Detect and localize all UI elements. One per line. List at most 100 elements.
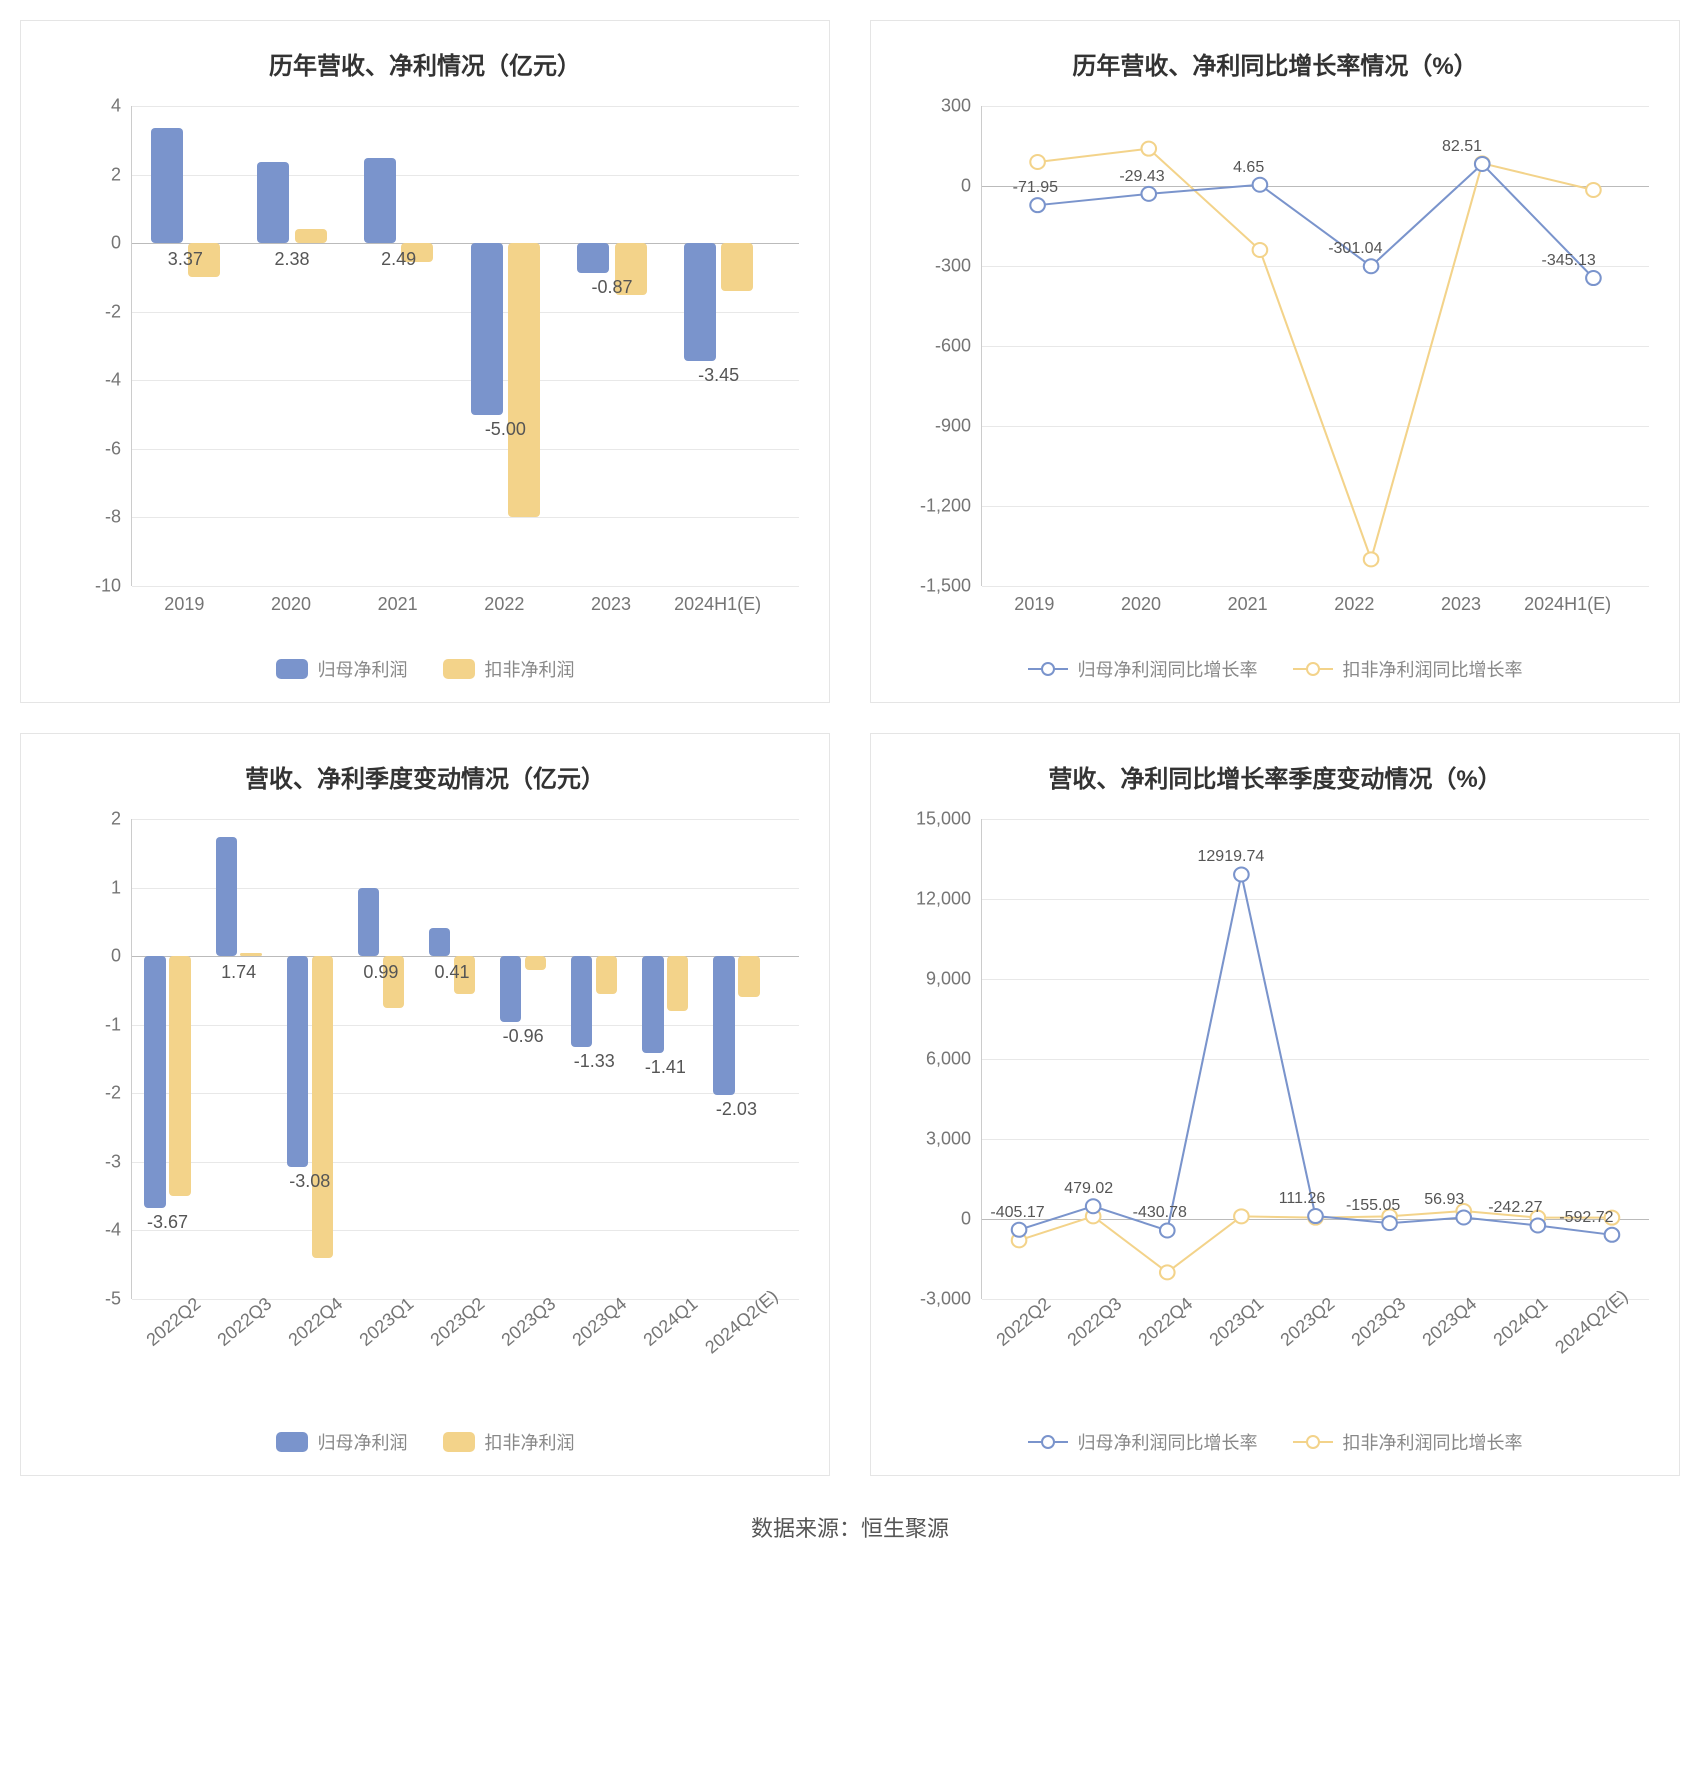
y-tick: 12,000 — [916, 889, 971, 910]
x-tick: 2020 — [271, 594, 311, 615]
y-tick: 0 — [111, 233, 121, 254]
legend-label: 扣非净利润 — [485, 1429, 575, 1455]
point-label: -242.27 — [1488, 1199, 1542, 1217]
gridline — [132, 449, 799, 450]
y-tick: -1 — [105, 1014, 121, 1035]
x-tick: 2022Q2 — [992, 1293, 1055, 1350]
bar — [287, 956, 308, 1167]
point-label: 479.02 — [1064, 1180, 1113, 1198]
x-tick: 2024Q1 — [640, 1293, 703, 1350]
bar — [295, 229, 327, 243]
legend-circle-icon — [1041, 662, 1055, 676]
y-tick: -3 — [105, 1151, 121, 1172]
bar — [312, 956, 333, 1258]
y-tick: -300 — [935, 256, 971, 277]
legend-label: 归母净利润 — [318, 656, 408, 682]
chart-title: 历年营收、净利情况（亿元） — [51, 46, 799, 81]
legend-line-icon — [1293, 668, 1333, 670]
gridline — [132, 1025, 799, 1026]
x-tick: 2021 — [1228, 594, 1268, 615]
y-tick: 300 — [941, 96, 971, 117]
x-tick: 2023 — [591, 594, 631, 615]
bar — [525, 956, 546, 970]
point-label: -301.04 — [1328, 240, 1382, 258]
y-tick: 9,000 — [926, 969, 971, 990]
chart-panel-4: 营收、净利同比增长率季度变动情况（%） 15,00012,0009,0006,0… — [870, 733, 1680, 1476]
legend-swatch — [276, 659, 308, 679]
bar — [500, 956, 521, 1022]
bar-label: 3.37 — [168, 249, 203, 270]
bar — [713, 956, 734, 1095]
legend: 归母净利润同比增长率扣非净利润同比增长率 — [901, 651, 1649, 682]
y-tick: 0 — [961, 1209, 971, 1230]
y-tick: -2 — [105, 1083, 121, 1104]
x-tick: 2023Q1 — [1205, 1293, 1268, 1350]
y-tick: 2 — [111, 164, 121, 185]
legend-line-icon — [1293, 1441, 1333, 1443]
point-label: 56.93 — [1424, 1191, 1464, 1209]
legend-label: 扣非净利润同比增长率 — [1343, 1429, 1523, 1455]
bar-label: 0.99 — [363, 962, 398, 983]
bar-label: 1.74 — [221, 962, 256, 983]
legend-circle-icon — [1306, 1435, 1320, 1449]
y-tick: -3,000 — [920, 1289, 971, 1310]
gridline — [132, 175, 799, 176]
bar-label: -5.00 — [485, 419, 526, 440]
legend-circle-icon — [1041, 1435, 1055, 1449]
bar-label: -0.96 — [503, 1026, 544, 1047]
bar — [471, 243, 503, 414]
bar — [364, 158, 396, 243]
plot-area: 15,00012,0009,0006,0003,0000-3,000 -405.… — [901, 819, 1649, 1299]
y-axis: 210-1-2-3-4-5 — [51, 819, 131, 1299]
legend-label: 归母净利润 — [318, 1429, 408, 1455]
point-label: -155.05 — [1346, 1197, 1400, 1215]
legend-item: 扣非净利润同比增长率 — [1293, 1429, 1523, 1455]
legend: 归母净利润 扣非净利润 — [51, 651, 799, 682]
bar — [667, 956, 688, 1011]
bar — [429, 928, 450, 956]
x-tick: 2023Q3 — [498, 1293, 561, 1350]
x-tick: 2022 — [484, 594, 524, 615]
y-axis: 3000-300-600-900-1,200-1,500 — [901, 106, 981, 586]
x-tick: 2023Q3 — [1348, 1293, 1411, 1350]
legend-label: 归母净利润同比增长率 — [1078, 1429, 1258, 1455]
y-tick: -900 — [935, 416, 971, 437]
chart-panel-1: 历年营收、净利情况（亿元） 420-2-4-6-8-10 3.372.382.4… — [20, 20, 830, 703]
legend-line-icon — [1028, 668, 1068, 670]
y-tick: -4 — [105, 370, 121, 391]
legend-item: 扣非净利润 — [443, 656, 575, 682]
gridline — [132, 1093, 799, 1094]
legend-line-icon — [1028, 1441, 1068, 1443]
legend-swatch — [443, 659, 475, 679]
plot-area: 3000-300-600-900-1,200-1,500 -71.95-29.4… — [901, 106, 1649, 586]
point-label: -430.78 — [1133, 1204, 1187, 1222]
bar — [684, 243, 716, 361]
x-tick: 2024Q1 — [1490, 1293, 1553, 1350]
x-tick: 2022Q4 — [284, 1293, 347, 1350]
bar-label: -2.03 — [716, 1099, 757, 1120]
x-tick: 2023Q4 — [569, 1293, 632, 1350]
gridline — [132, 1230, 799, 1231]
y-axis: 15,00012,0009,0006,0003,0000-3,000 — [901, 819, 981, 1299]
point-label: -29.43 — [1119, 168, 1164, 186]
chart-grid: 历年营收、净利情况（亿元） 420-2-4-6-8-10 3.372.382.4… — [20, 20, 1680, 1476]
y-tick: -6 — [105, 438, 121, 459]
legend: 归母净利润同比增长率 扣非净利润同比增长率 — [901, 1424, 1649, 1455]
x-tick: 2023Q2 — [1276, 1293, 1339, 1350]
bar — [216, 837, 237, 956]
bar-label: 2.38 — [274, 249, 309, 270]
x-tick: 2023Q1 — [355, 1293, 418, 1350]
plot-area: 420-2-4-6-8-10 3.372.382.49-5.00-0.87-3.… — [51, 106, 799, 586]
legend-label: 扣非净利润 — [485, 656, 575, 682]
x-tick: 2022Q3 — [1063, 1293, 1126, 1350]
x-tick: 2022Q3 — [213, 1293, 276, 1350]
bar — [151, 128, 183, 244]
x-tick: 2019 — [1014, 594, 1054, 615]
x-tick: 2020 — [1121, 594, 1161, 615]
point-label: -592.72 — [1559, 1209, 1613, 1227]
x-tick: 2023 — [1441, 594, 1481, 615]
legend: 归母净利润 扣非净利润 — [51, 1424, 799, 1455]
y-tick: -10 — [95, 576, 121, 597]
line-svg — [982, 819, 1649, 1299]
y-tick: 6,000 — [926, 1049, 971, 1070]
